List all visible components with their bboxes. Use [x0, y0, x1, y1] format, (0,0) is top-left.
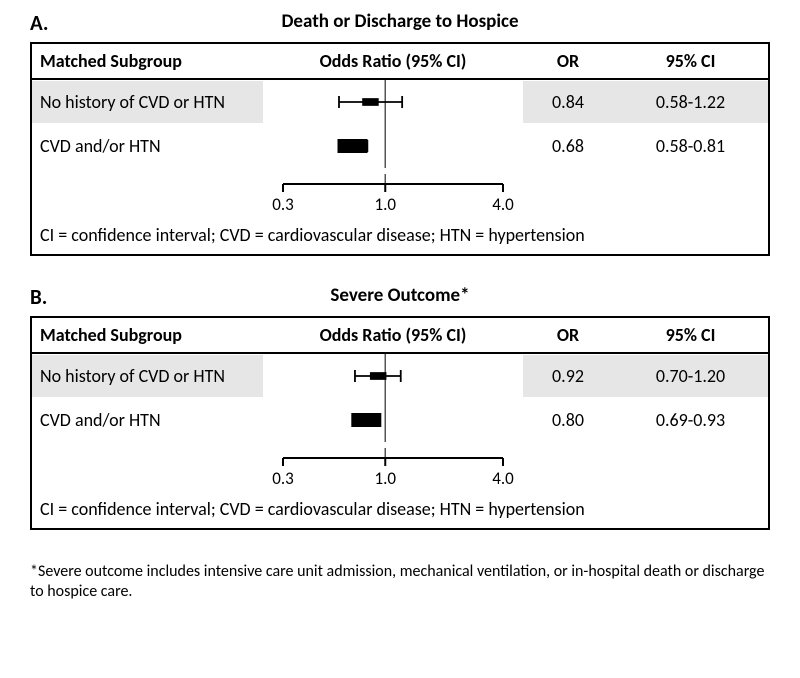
axis-tick-label: 1.0 — [374, 468, 396, 489]
forest-table: Matched SubgroupOdds Ratio (95% CI)OR95%… — [30, 316, 770, 530]
header-or: OR — [523, 318, 613, 352]
axis-tick-label: 4.0 — [492, 194, 514, 215]
panel-header: B. Severe Outcome* — [30, 284, 770, 310]
header-label: Matched Subgroup — [32, 318, 263, 352]
table-header: Matched SubgroupOdds Ratio (95% CI)OR95%… — [32, 44, 768, 80]
forest-panel: B. Severe Outcome* Matched SubgroupOdds Ra… — [30, 284, 770, 530]
table-body: No history of CVD or HTN0.840.58-1.22CVD… — [32, 80, 768, 222]
header-plot: Odds Ratio (95% CI) — [263, 44, 523, 78]
axis-cell: 0.3 1.0 4.0 — [263, 442, 523, 496]
row-ci: 0.58-0.81 — [613, 125, 768, 167]
axis-tick-label: 1.0 — [374, 194, 396, 215]
table-header: Matched SubgroupOdds Ratio (95% CI)OR95%… — [32, 318, 768, 354]
axis-spacer — [523, 442, 613, 496]
axis-tick-label: 0.3 — [272, 194, 294, 215]
table-row: CVD and/or HTN 0.680.58-0.81 — [32, 124, 768, 168]
forest-plot-row — [263, 354, 523, 398]
table-body: No history of CVD or HTN0.920.70-1.20CVD… — [32, 354, 768, 496]
row-or: 0.80 — [523, 399, 613, 441]
table-row: No history of CVD or HTN 0.840.58-1.22 — [32, 80, 768, 124]
header-or: OR — [523, 44, 613, 78]
axis-row: 0.3 1.0 4.0 — [32, 168, 768, 222]
row-plot — [263, 80, 523, 124]
panel-letter: B. — [30, 284, 47, 310]
forest-table: Matched SubgroupOdds Ratio (95% CI)OR95%… — [30, 42, 770, 256]
axis-tick-label: 4.0 — [492, 468, 514, 489]
footnote: *Severe outcome includes intensive care … — [30, 558, 770, 602]
row-ci: 0.70-1.20 — [613, 355, 768, 397]
or-box — [362, 98, 379, 106]
forest-plot-row — [263, 124, 523, 168]
panel-title: Death or Discharge to Hospice — [281, 10, 518, 33]
row-ci: 0.69-0.93 — [613, 399, 768, 441]
header-label: Matched Subgroup — [32, 44, 263, 78]
table-row: CVD and/or HTN 0.800.69-0.93 — [32, 398, 768, 442]
forest-panel: A. Death or Discharge to Hospice Matched S… — [30, 10, 770, 256]
row-or: 0.68 — [523, 125, 613, 167]
row-label: CVD and/or HTN — [32, 399, 263, 441]
or-box — [370, 372, 387, 380]
table-row: No history of CVD or HTN 0.920.70-1.20 — [32, 354, 768, 398]
panel-header: A. Death or Discharge to Hospice — [30, 10, 770, 36]
row-plot — [263, 124, 523, 168]
or-box — [338, 139, 368, 153]
axis-spacer — [32, 168, 263, 222]
axis-cell: 0.3 1.0 4.0 — [263, 168, 523, 222]
header-ci: 95% CI — [613, 318, 768, 352]
row-label: No history of CVD or HTN — [32, 355, 263, 397]
row-plot — [263, 398, 523, 442]
axis-spacer — [523, 168, 613, 222]
or-box — [351, 413, 381, 427]
axis-spacer — [613, 168, 768, 222]
abbrev-line: CI = confidence interval; CVD = cardiova… — [32, 496, 768, 528]
row-or: 0.92 — [523, 355, 613, 397]
header-plot: Odds Ratio (95% CI) — [263, 318, 523, 352]
panel-letter: A. — [30, 10, 49, 36]
x-axis: 0.3 1.0 4.0 — [263, 448, 523, 490]
forest-plot-row — [263, 398, 523, 442]
axis-spacer — [613, 442, 768, 496]
header-ci: 95% CI — [613, 44, 768, 78]
row-label: No history of CVD or HTN — [32, 81, 263, 123]
panel-title: Severe Outcome* — [330, 284, 469, 307]
axis-tick-label: 0.3 — [272, 468, 294, 489]
row-label: CVD and/or HTN — [32, 125, 263, 167]
forest-plot-row — [263, 80, 523, 124]
axis-row: 0.3 1.0 4.0 — [32, 442, 768, 496]
row-or: 0.84 — [523, 81, 613, 123]
x-axis: 0.3 1.0 4.0 — [263, 174, 523, 216]
row-plot — [263, 354, 523, 398]
axis-spacer — [32, 442, 263, 496]
abbrev-line: CI = confidence interval; CVD = cardiova… — [32, 222, 768, 254]
row-ci: 0.58-1.22 — [613, 81, 768, 123]
